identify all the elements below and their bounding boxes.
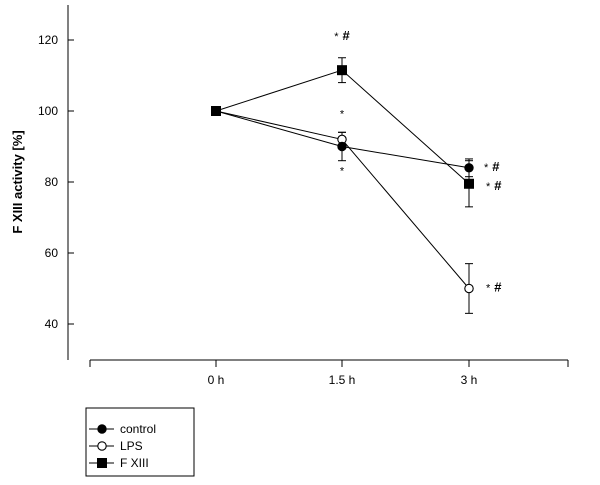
data-point-f-xiii [337, 65, 347, 76]
y-tick-label: 40 [45, 317, 59, 331]
legend-marker [97, 424, 107, 434]
y-tick-label: 100 [38, 104, 58, 118]
legend-item-control: control [89, 422, 156, 436]
y-axis-title: F XIII activity [%] [10, 130, 25, 233]
data-point-f-xiii [211, 106, 221, 116]
annotation-control: * [340, 166, 345, 178]
legend-item-lps: LPS [89, 439, 143, 453]
annotation-f-xiii: * # [486, 178, 502, 193]
x-tick-label: 1.5 h [329, 373, 356, 387]
data-point-lps [464, 283, 474, 294]
legend-label: F XIII [120, 456, 149, 470]
annotation-control: * # [484, 159, 500, 174]
y-tick-label: 120 [38, 33, 58, 47]
annotation-f-xiii: * # [334, 28, 350, 43]
legend-item-f-xiii: F XIII [89, 456, 149, 470]
y-tick-label: 80 [45, 175, 59, 189]
data-point-control [464, 163, 474, 173]
data-point-control [337, 141, 347, 152]
x-tick-label: 3 h [461, 373, 478, 387]
y-tick-label: 60 [45, 246, 59, 260]
legend: control LPS F XIII [85, 407, 195, 477]
data-point-f-xiii [464, 178, 474, 189]
axes: 40 60 80 100 120 F XIII activity [%] 0 h 1.5 h 3… [10, 5, 569, 387]
legend-label: LPS [120, 439, 143, 453]
annotation-lps: * [340, 108, 345, 120]
series-layer [211, 57, 474, 314]
annotation-lps: * # [486, 280, 502, 295]
legend-marker [97, 458, 107, 468]
legend-label: control [120, 422, 156, 436]
annotations: * * # * * # * # * # [334, 28, 502, 294]
x-tick-label: 0 h [208, 373, 225, 387]
legend-marker [97, 441, 107, 451]
